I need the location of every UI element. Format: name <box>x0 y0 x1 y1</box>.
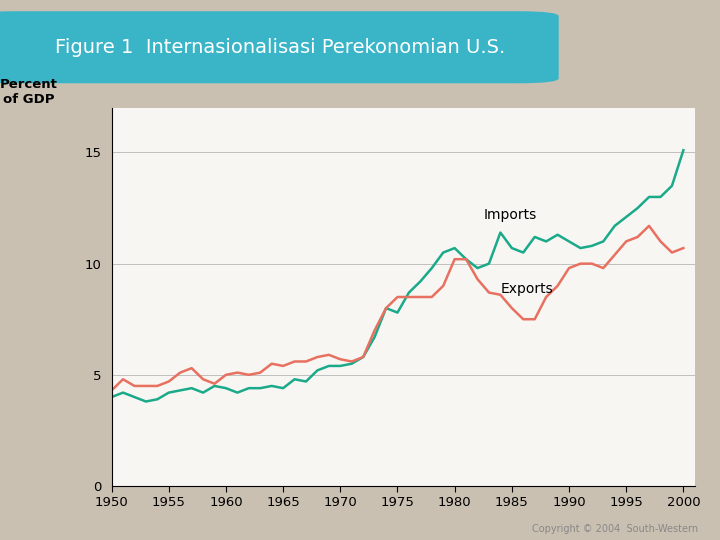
Text: Percent
of GDP: Percent of GDP <box>0 78 58 106</box>
FancyBboxPatch shape <box>0 11 559 83</box>
Text: Exports: Exports <box>500 281 553 295</box>
Text: Figure 1  Internasionalisasi Perekonomian U.S.: Figure 1 Internasionalisasi Perekonomian… <box>55 38 505 57</box>
Text: Copyright © 2004  South-Western: Copyright © 2004 South-Western <box>532 523 698 534</box>
Text: Imports: Imports <box>483 208 536 222</box>
